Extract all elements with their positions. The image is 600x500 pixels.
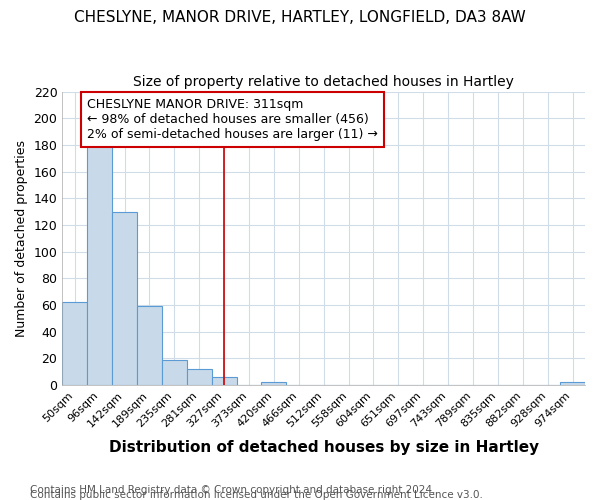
- Bar: [262, 382, 286, 385]
- X-axis label: Distribution of detached houses by size in Hartley: Distribution of detached houses by size …: [109, 440, 539, 455]
- Text: Contains HM Land Registry data © Crown copyright and database right 2024.: Contains HM Land Registry data © Crown c…: [30, 485, 436, 495]
- Y-axis label: Number of detached properties: Number of detached properties: [15, 140, 28, 337]
- Bar: [62, 302, 87, 385]
- Bar: [112, 212, 137, 385]
- Bar: [137, 306, 162, 385]
- Text: CHESLYNE MANOR DRIVE: 311sqm
← 98% of detached houses are smaller (456)
2% of se: CHESLYNE MANOR DRIVE: 311sqm ← 98% of de…: [87, 98, 378, 141]
- Text: Contains public sector information licensed under the Open Government Licence v3: Contains public sector information licen…: [30, 490, 483, 500]
- Text: CHESLYNE, MANOR DRIVE, HARTLEY, LONGFIELD, DA3 8AW: CHESLYNE, MANOR DRIVE, HARTLEY, LONGFIEL…: [74, 10, 526, 25]
- Bar: [560, 382, 585, 385]
- Bar: [212, 377, 236, 385]
- Bar: [87, 145, 112, 385]
- Bar: [187, 369, 212, 385]
- Title: Size of property relative to detached houses in Hartley: Size of property relative to detached ho…: [133, 75, 514, 89]
- Bar: [162, 360, 187, 385]
